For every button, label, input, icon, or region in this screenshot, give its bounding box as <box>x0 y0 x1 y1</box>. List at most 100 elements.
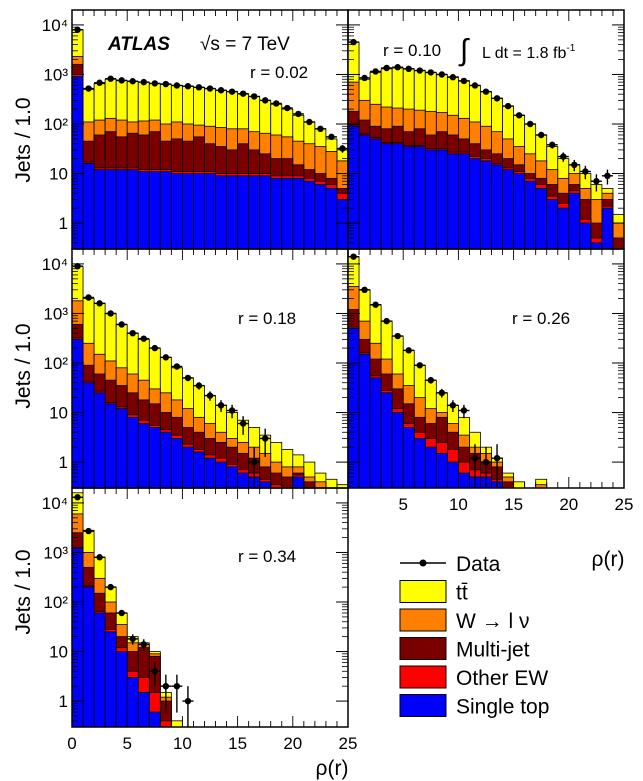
data-point <box>206 85 214 92</box>
data-point <box>228 407 236 414</box>
data-point <box>262 435 269 442</box>
panel-frame <box>347 248 625 489</box>
data-point <box>262 97 269 104</box>
hist-bin <box>137 171 150 249</box>
panel-subtitle: r = 0.02 <box>250 63 308 82</box>
hist-bin <box>513 481 526 488</box>
hist-bin <box>159 431 172 488</box>
data-point <box>526 120 534 128</box>
data-point <box>328 133 335 141</box>
hist-bin <box>226 175 238 249</box>
panel-subtitle: r = 0.26 <box>512 309 570 328</box>
hist-bin <box>104 631 117 727</box>
hist-bin <box>391 412 404 488</box>
hist-bin <box>93 612 106 727</box>
hist-bin <box>82 163 95 249</box>
panel-r034: 10⁴ 10³ 10² 10 1 r = 0.34 <box>42 487 349 728</box>
data-point <box>394 332 401 340</box>
data-point <box>195 84 203 91</box>
y-tick-label: 10⁴ <box>42 16 68 35</box>
hist-bin <box>148 711 161 727</box>
hist-bin <box>303 481 316 488</box>
data-point <box>405 347 412 354</box>
hist-bin <box>502 169 514 249</box>
data-point <box>604 172 611 180</box>
hist-bin <box>82 586 95 727</box>
x-tick-label: 25 <box>339 734 358 753</box>
data-point <box>228 88 236 95</box>
hist-bin <box>137 423 150 488</box>
data-point <box>151 80 158 87</box>
data-point <box>416 362 423 369</box>
y-tick-label: 10³ <box>43 304 68 323</box>
y-tick-label: 10² <box>43 354 68 373</box>
x-tick-label: 15 <box>228 734 247 753</box>
hist-bin <box>358 353 371 488</box>
data-point <box>239 420 247 427</box>
x-tick-label: 15 <box>504 495 523 514</box>
legend: Data tt̄ W → l ν Multi-jet Other EW Single to… <box>399 553 549 719</box>
hist-bin <box>446 461 459 488</box>
hist-bin <box>181 173 194 249</box>
hist-bin <box>126 677 139 727</box>
hist-bin <box>601 207 614 249</box>
panel-subtitle: r = 0.10 <box>383 41 441 60</box>
panel-r018: 10⁴ 10³ 10² 10 1 r = 0.18 <box>42 248 349 489</box>
data-point <box>173 682 181 690</box>
legend-label: Single top <box>456 696 549 719</box>
hist-bin <box>248 175 261 249</box>
hist-bin <box>215 461 227 488</box>
data-point <box>151 668 158 675</box>
data-point <box>482 458 490 466</box>
hist-bin <box>413 438 426 488</box>
data-point <box>350 253 357 260</box>
data-point <box>217 402 225 409</box>
hist-bin <box>469 158 481 249</box>
x-tick-label: 5 <box>398 495 407 514</box>
data-point <box>129 329 136 337</box>
y-axis-title: Jets / 1.0 <box>12 323 35 408</box>
hist-bin <box>104 169 117 249</box>
hist-bin <box>126 169 139 249</box>
legend-swatch <box>399 637 447 660</box>
hist-bin <box>72 338 84 488</box>
data-point <box>118 77 125 84</box>
hist-bin <box>325 478 338 488</box>
hist-bin <box>568 192 581 249</box>
data-point <box>250 93 258 100</box>
x-axis-title-right: ρ(r) <box>592 548 625 571</box>
data-point <box>195 382 203 389</box>
y-tick-label: 10 <box>49 404 68 423</box>
data-point <box>217 87 225 94</box>
data-point <box>96 300 103 307</box>
data-point <box>593 178 600 185</box>
data-point <box>449 402 457 409</box>
data-point <box>184 374 192 382</box>
data-point <box>493 95 501 102</box>
data-point <box>118 609 125 617</box>
hist-bin <box>557 207 570 249</box>
x-tick-label: 20 <box>559 495 578 514</box>
data-point <box>162 80 170 88</box>
hist-bin <box>303 180 316 249</box>
hist-bin <box>281 177 294 249</box>
hist-bin <box>82 382 95 488</box>
hist-bin <box>193 451 205 488</box>
hist-bin <box>204 173 216 249</box>
hist-bin <box>237 472 250 488</box>
hist-bin <box>391 143 404 249</box>
y-tick-label: 10⁴ <box>42 255 68 274</box>
data-point <box>107 583 114 591</box>
data-point <box>471 454 479 462</box>
data-point <box>250 458 258 466</box>
data-point <box>184 697 192 705</box>
data-point <box>85 85 92 92</box>
hist-bin <box>181 446 194 488</box>
legend-swatch <box>399 608 447 632</box>
y-axis-title: Jets / 1.0 <box>12 549 35 634</box>
data-point <box>571 161 578 169</box>
x-tick-label: 0 <box>67 734 76 753</box>
hist-bin <box>435 452 448 488</box>
data-point <box>184 82 192 90</box>
data-point <box>383 317 390 325</box>
